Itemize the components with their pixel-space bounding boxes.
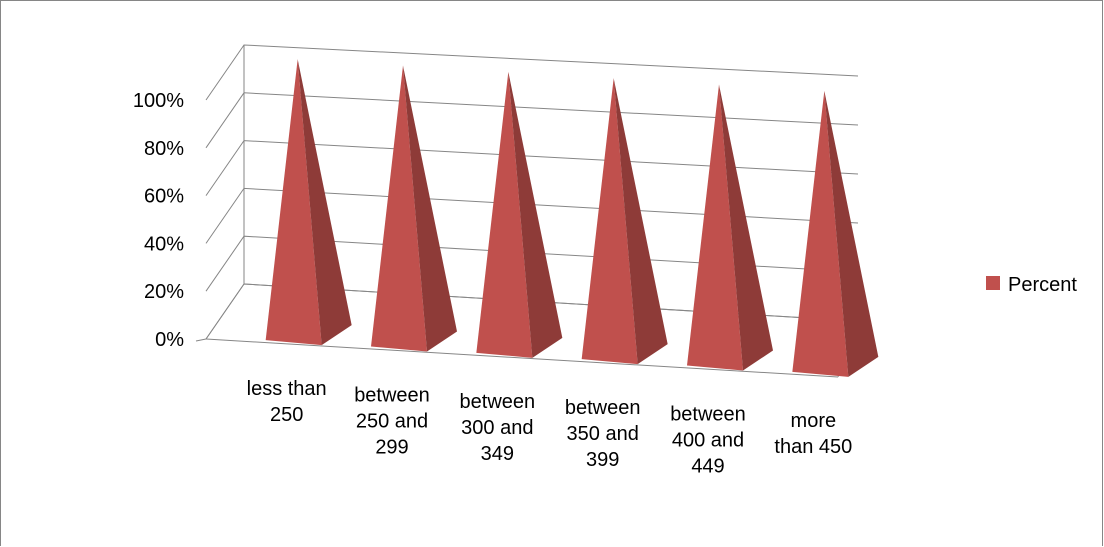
pyramid-face-side: [719, 84, 773, 371]
pyramid-face-side: [403, 65, 457, 352]
x-category-label: between 250 and 299: [354, 385, 430, 459]
y-tick-label: 60%: [144, 186, 184, 208]
pyramid-face-front: [792, 90, 849, 377]
y-tick-label: 100%: [133, 90, 184, 112]
gridline: [205, 140, 859, 196]
pyramid-face-front: [581, 78, 638, 365]
y-axis-ticks: 0% 20% 40% 60% 80% 100%: [133, 90, 184, 351]
x-category-label: more than 450: [774, 410, 852, 458]
pyramid-face-front: [265, 59, 322, 346]
legend: Percent: [986, 274, 1077, 296]
gridlines: [205, 44, 859, 340]
pyramid-bar: [792, 90, 879, 377]
legend-swatch-percent: [986, 276, 1000, 290]
gridline: [205, 187, 859, 244]
x-category-label: less than 250: [247, 378, 327, 426]
pyramid-bar: [371, 65, 457, 352]
gridline: [205, 235, 859, 292]
x-category-label: between 350 and 399: [565, 397, 641, 471]
pyramid-bar: [265, 59, 352, 346]
y-tick-label: 20%: [144, 281, 184, 303]
pyramid-face-front: [476, 71, 533, 358]
gridline: [205, 92, 859, 149]
x-category-label: between 300 and 349: [460, 391, 536, 465]
pyramid-face-front: [687, 84, 743, 371]
pyramid-bar: [476, 71, 563, 358]
x-category-label: between 400 and 449: [670, 404, 746, 478]
y-tick-label: 0%: [155, 329, 184, 351]
x-axis-categories: less than 250 between 250 and 299 between 300 …: [247, 378, 853, 477]
pyramid-face-side: [508, 71, 563, 358]
pyramid-face-front: [371, 65, 427, 352]
y-tick-label: 40%: [144, 233, 184, 255]
pyramid-face-side: [824, 90, 879, 377]
pyramid-bar: [581, 78, 668, 365]
y-tick-label: 80%: [144, 138, 184, 160]
legend-label-percent: Percent: [1008, 274, 1077, 296]
pyramid-face-side: [613, 78, 668, 365]
gridline: [205, 44, 859, 101]
pyramid-bar: [687, 84, 773, 371]
pyramid-face-side: [297, 59, 352, 346]
data-series-percent: [265, 59, 879, 377]
